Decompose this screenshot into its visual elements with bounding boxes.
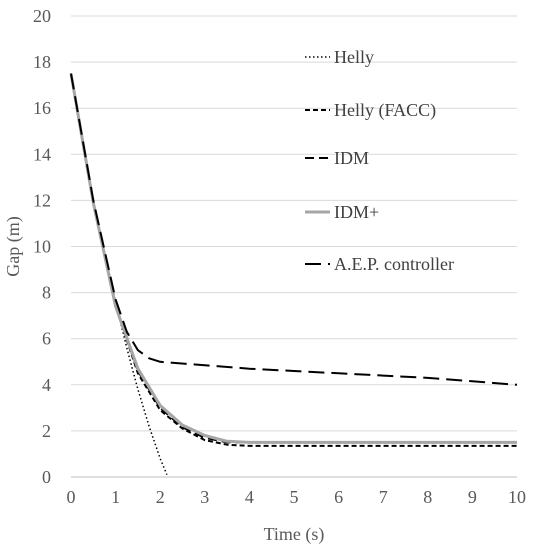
y-tick-label: 0 (42, 467, 51, 487)
x-tick-label: 2 (156, 487, 165, 507)
series-line (70, 73, 518, 386)
y-tick-label: 16 (33, 98, 51, 118)
x-tick-label: 3 (200, 487, 209, 507)
series-lines (69, 73, 518, 475)
legend-label: Helly (FACC) (334, 100, 436, 121)
y-tick-label: 18 (33, 52, 51, 72)
y-tick-label: 6 (42, 329, 51, 349)
y-tick-label: 4 (42, 375, 51, 395)
legend-label: IDM+ (334, 202, 379, 222)
x-tick-label: 9 (468, 487, 477, 507)
series-line (70, 73, 168, 475)
legend-label: IDM (334, 148, 369, 168)
legend-label: A.E.P. controller (334, 254, 454, 274)
y-tick-label: 2 (42, 421, 51, 441)
y-axis-title: Gap (m) (3, 216, 24, 276)
legend-label: Helly (334, 47, 374, 67)
legend: Helly Helly (FACC) IDM IDM+ A.E.P. controlle… (305, 47, 454, 274)
series-line (69, 73, 517, 444)
x-axis-title: Time (s) (264, 524, 325, 545)
x-tick-label: 6 (334, 487, 343, 507)
y-tick-labels: 0 2 4 6 8 10 12 14 16 18 20 (33, 6, 51, 487)
x-tick-label: 1 (111, 487, 120, 507)
x-tick-label: 4 (245, 487, 254, 507)
x-tick-labels: 0 1 2 3 4 5 6 7 8 9 10 (67, 487, 527, 507)
y-tick-label: 12 (33, 190, 51, 210)
x-tick-label: 10 (508, 487, 526, 507)
x-tick-label: 7 (379, 487, 388, 507)
y-tick-label: 20 (33, 6, 51, 26)
y-tick-label: 14 (33, 144, 51, 164)
y-tick-label: 10 (33, 237, 51, 257)
x-tick-label: 0 (67, 487, 76, 507)
x-tick-label: 8 (423, 487, 432, 507)
x-tick-label: 5 (290, 487, 299, 507)
y-tick-label: 8 (42, 283, 51, 303)
